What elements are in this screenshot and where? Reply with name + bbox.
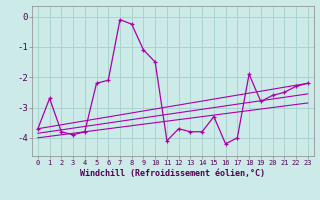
X-axis label: Windchill (Refroidissement éolien,°C): Windchill (Refroidissement éolien,°C) bbox=[80, 169, 265, 178]
